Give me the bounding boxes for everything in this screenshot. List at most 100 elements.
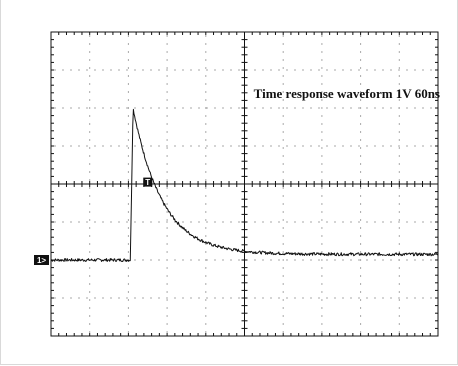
grid-dot [390,297,392,299]
grid-dot [166,315,168,317]
grid-dot [398,35,400,37]
grid-dot [398,123,400,125]
grid-dot [430,221,432,223]
grid-dot [166,297,168,299]
grid-dot [230,107,232,109]
grid-dot [190,69,192,71]
grid-dot [321,235,323,237]
grid-dot [321,35,323,37]
grid-dot [127,275,129,277]
grid-dot [326,69,328,71]
grid-dot [398,163,400,165]
grid-dot [321,275,323,277]
grid-dot [166,83,168,85]
grid-dot [318,259,320,261]
grid-dot [286,145,288,147]
grid-dot [127,315,129,317]
grid-dot [390,69,392,71]
grid-dot [398,323,400,325]
grid-dot [222,297,224,299]
grid-dot [222,69,224,71]
grid-dot [321,219,323,221]
grid-dot [398,187,400,189]
grid-dot [398,171,400,173]
grid-dot [89,195,91,197]
grid-dot [374,145,376,147]
grid-dot [166,259,168,261]
grid-dot [282,115,284,117]
grid-dot [142,107,144,109]
grid-dot [360,227,362,229]
grid-dot [278,297,280,299]
grid-dot [310,297,312,299]
grid-dot [86,297,88,299]
grid-dot [205,219,207,221]
grid-dot [205,203,207,205]
grid-dot [254,221,256,223]
grid-dot [302,259,304,261]
grid-dot [127,155,129,157]
grid-dot [174,69,176,71]
grid-dot [89,299,91,301]
grid-dot [254,69,256,71]
grid-dot [89,315,91,317]
grid-dot [54,69,56,71]
grid-dot [326,107,328,109]
grid-dot [166,147,168,149]
grid-dot [118,145,120,147]
grid-dot [127,323,129,325]
grid-dot [321,195,323,197]
grid-dot [89,171,91,173]
grid-dot [127,307,129,309]
grid-dot [321,251,323,253]
grid-dot [214,297,216,299]
grid-dot [78,107,80,109]
grid-dot [398,107,400,109]
grid-dot [230,145,232,147]
grid-dot [89,75,91,77]
grid-dot [127,147,129,149]
grid-dot [205,195,207,197]
grid-dot [360,179,362,181]
grid-dot [205,115,207,117]
grid-dot [398,75,400,77]
grid-dot [110,221,112,223]
grid-dot [321,91,323,93]
grid-dot [278,259,280,261]
grid-dot [205,307,207,309]
grid-dot [205,67,207,69]
grid-dot [166,75,168,77]
grid-dot [89,331,91,333]
grid-dot [282,307,284,309]
grid-dot [127,187,129,189]
grid-dot [282,211,284,213]
grid-dot [230,69,232,71]
grid-dot [321,243,323,245]
grid-dot [166,69,168,71]
grid-dot [430,107,432,109]
grid-dot [360,171,362,173]
grid-dot [89,235,91,237]
grid-dot [190,297,192,299]
grid-dot [205,179,207,181]
grid-dot [398,221,400,223]
grid-dot [254,297,256,299]
grid-dot [294,69,296,71]
grid-dot [230,259,232,261]
grid-dot [205,283,207,285]
grid-dot [350,259,352,261]
grid-dot [398,51,400,53]
grid-dot [321,187,323,189]
grid-dot [360,331,362,333]
grid-dot [360,163,362,165]
grid-dot [230,297,232,299]
grid-dot [205,91,207,93]
grid-dot [166,291,168,293]
grid-dot [198,145,200,147]
grid-dot [282,67,284,69]
grid-dot [382,297,384,299]
grid-dot [360,51,362,53]
grid-dot [360,187,362,189]
grid-dot [142,69,144,71]
grid-dot [302,145,304,147]
